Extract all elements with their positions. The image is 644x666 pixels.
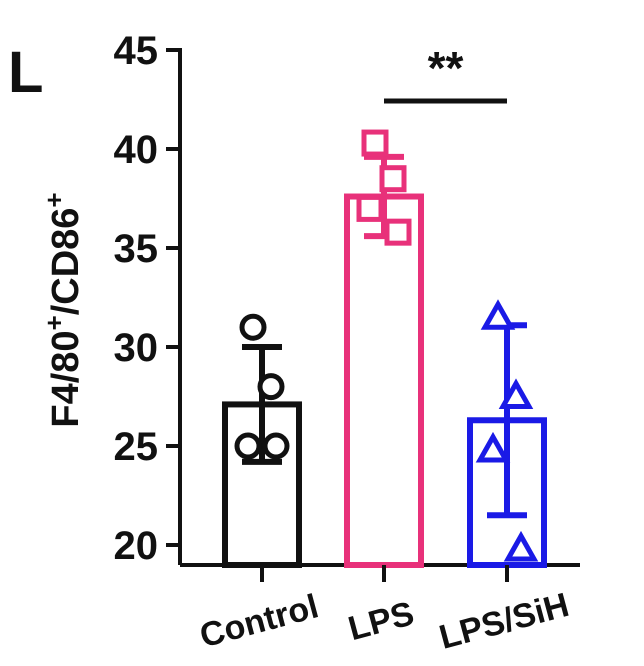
- y-tick-label-2: 30: [114, 326, 159, 370]
- y-tick-label-1: 25: [114, 425, 159, 469]
- y-tick-label-0: 20: [114, 524, 159, 568]
- plot-area: 20 25 30 35 40 45 Control LPS LPS/SiH **: [114, 29, 580, 657]
- x-tick-label-2: LPS/SiH: [435, 586, 573, 657]
- data-point-2-1: [498, 378, 534, 409]
- data-point-1-0: [361, 129, 389, 157]
- data-point-0-0: [239, 313, 267, 341]
- y-axis-label-part-1: F4/80: [45, 330, 87, 427]
- significance-label: **: [428, 42, 464, 94]
- data-point-1-1: [379, 165, 407, 193]
- panel-label: L: [8, 40, 43, 105]
- data-point-2-2: [475, 431, 511, 463]
- x-tick-label-1: LPS: [344, 594, 418, 648]
- y-tick-label-4: 40: [114, 128, 159, 172]
- y-tick-label-5: 45: [114, 29, 159, 73]
- data-point-1-2: [356, 194, 384, 222]
- data-point-0-2: [234, 432, 262, 460]
- data-point-0-1: [257, 373, 285, 401]
- bar-lps: [344, 193, 424, 569]
- y-tick-label-3: 35: [114, 227, 159, 271]
- data-point-2-3: [503, 530, 539, 562]
- y-axis-label-part-2: /CD86: [45, 208, 87, 316]
- y-axis-label-sup-2: +: [39, 192, 69, 207]
- x-tick-label-0: Control: [196, 587, 323, 655]
- data-point-1-3: [384, 218, 412, 246]
- data-point-2-0: [480, 299, 516, 330]
- y-axis-label-sup-1: +: [39, 315, 69, 330]
- y-axis-label: F4/80+/CD86+: [39, 192, 87, 427]
- data-point-0-3: [262, 432, 290, 460]
